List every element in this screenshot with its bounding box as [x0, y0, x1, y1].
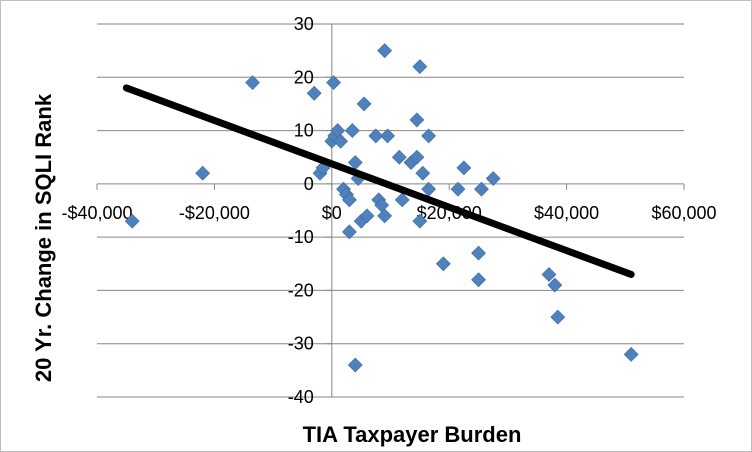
data-point	[394, 192, 410, 208]
data-point	[421, 128, 437, 144]
data-point	[623, 346, 639, 362]
data-point	[326, 75, 341, 91]
y-tick-label: 10	[294, 121, 314, 141]
x-tick-label: -$20,000	[179, 203, 250, 223]
data-point	[471, 245, 486, 261]
x-tick-label: $40,000	[534, 203, 599, 223]
data-point	[409, 149, 425, 165]
data-point	[341, 224, 357, 240]
y-tick-label: -40	[288, 387, 314, 407]
data-point	[435, 256, 451, 272]
trendline	[122, 84, 635, 278]
data-point	[359, 208, 375, 224]
y-tick-label: 20	[294, 67, 314, 87]
data-point	[377, 208, 393, 224]
data-point	[547, 277, 563, 293]
data-point	[474, 181, 489, 197]
data-point	[347, 357, 363, 373]
data-point	[391, 149, 407, 165]
data-point	[471, 272, 486, 288]
data-point	[550, 309, 566, 325]
data-point	[306, 85, 322, 101]
y-tick-label: -30	[288, 334, 314, 354]
data-point	[412, 213, 428, 229]
y-tick-label: 30	[294, 14, 314, 34]
x-tick-label: $60,000	[651, 203, 716, 223]
data-point	[412, 59, 428, 75]
data-point	[333, 133, 349, 149]
data-point	[485, 171, 501, 186]
data-point	[124, 213, 140, 229]
x-axis-title: TIA Taxpayer Burden	[303, 422, 522, 447]
y-tick-label: -20	[288, 280, 314, 300]
x-tick-labels: -$40,000 -$20,000 $0 $20,000 $40,000 $60,000	[61, 203, 716, 223]
data-point	[245, 75, 260, 91]
data-point	[415, 165, 431, 181]
y-tick-label: -10	[288, 227, 314, 247]
x-tick-label: $20,000	[417, 203, 482, 223]
data-point	[409, 112, 425, 128]
data-point	[344, 123, 360, 138]
data-point	[368, 128, 384, 144]
gridlines	[97, 23, 684, 398]
data-point	[541, 267, 557, 282]
x-tick-label: -$40,000	[61, 203, 132, 223]
data-point	[380, 128, 395, 144]
y-tick-label: 0	[304, 174, 314, 194]
y-axis-title: 20 Yr. Change in SQLI Rank	[31, 93, 56, 382]
y-tick-labels: -40 -30 -20 -10 0 10 20 30	[288, 14, 314, 407]
data-point	[450, 181, 466, 197]
x-tick-label: $0	[322, 203, 342, 223]
data-point	[195, 165, 211, 181]
data-point	[341, 192, 357, 208]
trendline-layer	[122, 84, 635, 278]
data-point	[377, 43, 393, 59]
data-point	[456, 160, 472, 176]
data-points	[124, 43, 639, 373]
data-point	[356, 96, 372, 112]
